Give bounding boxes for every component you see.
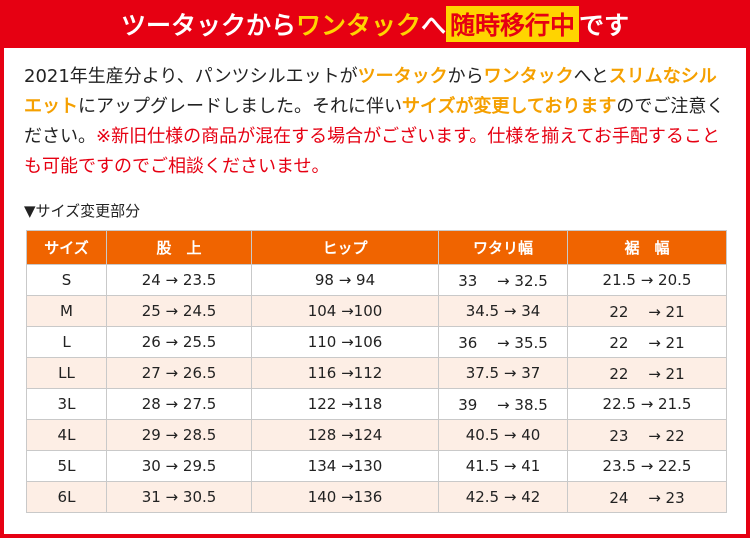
banner-text-2: ワンタック bbox=[295, 11, 421, 40]
table-row: S 24 → 23.5 98 → 94 33 → 32.5 21.5 → 20.… bbox=[26, 264, 727, 296]
thigh-cell: 37.5 → 37 bbox=[438, 357, 568, 389]
banner-text-1: ツータックから bbox=[120, 11, 296, 40]
column-header-thigh: ワタリ幅 bbox=[438, 230, 568, 265]
banner-text-3: へ bbox=[420, 11, 446, 40]
banner-text-5: です bbox=[579, 11, 630, 40]
hem-cell: 23 → 22 bbox=[567, 419, 727, 451]
hip-cell: 104 →100 bbox=[251, 295, 439, 327]
intro-paragraph: 2021年生産分より、パンツシルエットがツータックからワンタックへとスリムなシル… bbox=[24, 62, 729, 182]
hem-cell: 22 → 21 bbox=[567, 326, 727, 358]
hip-cell: 110 →106 bbox=[251, 326, 439, 358]
column-header-hip: ヒップ bbox=[251, 230, 439, 265]
size-cell: 6L bbox=[26, 481, 107, 513]
rise-cell: 31 → 30.5 bbox=[106, 481, 252, 513]
rise-cell: 25 → 24.5 bbox=[106, 295, 252, 327]
hem-cell: 23.5 → 22.5 bbox=[567, 450, 727, 482]
size-cell: S bbox=[26, 264, 107, 296]
rise-cell: 30 → 29.5 bbox=[106, 450, 252, 482]
hem-cell: 22 → 21 bbox=[567, 357, 727, 389]
size-cell: 3L bbox=[26, 388, 107, 420]
hip-cell: 98 → 94 bbox=[251, 264, 439, 296]
intro-text-5: へと bbox=[573, 66, 609, 87]
intro-text-9: のでご注意ください。 bbox=[24, 96, 725, 147]
section-label: ▼サイズ変更部分 bbox=[24, 202, 141, 220]
hip-cell: 116 →112 bbox=[251, 357, 439, 389]
size-cell: 4L bbox=[26, 419, 107, 451]
rise-cell: 26 → 25.5 bbox=[106, 326, 252, 358]
column-header-hem: 裾 幅 bbox=[567, 230, 727, 265]
hip-cell: 134 →130 bbox=[251, 450, 439, 482]
table-row: L 26 → 25.5 110 →106 36 → 35.5 22 → 21 bbox=[26, 326, 727, 358]
thigh-cell: 34.5 → 34 bbox=[438, 295, 568, 327]
rise-cell: 28 → 27.5 bbox=[106, 388, 252, 420]
intro-text-2: ツータック bbox=[357, 66, 448, 87]
intro-notice: ※新旧仕様の商品が混在する場合がございます。仕様を揃えてお手配することも可能です… bbox=[24, 126, 720, 177]
hem-cell: 22.5 → 21.5 bbox=[567, 388, 727, 420]
thigh-cell: 39 → 38.5 bbox=[438, 388, 568, 420]
banner-text-4: 随時移行中 bbox=[446, 6, 580, 42]
table-row: 3L 28 → 27.5 122 →118 39 → 38.5 22.5 → 2… bbox=[26, 388, 727, 420]
hem-cell: 22 → 21 bbox=[567, 295, 727, 327]
size-change-table: サイズ 股 上 ヒップ ワタリ幅 裾 幅 S 24 → 23.5 98 → 94… bbox=[26, 230, 727, 513]
size-cell: 5L bbox=[26, 450, 107, 482]
table-row: 5L 30 → 29.5 134 →130 41.5 → 41 23.5 → 2… bbox=[26, 450, 727, 482]
intro-text-4: ワンタック bbox=[483, 66, 574, 87]
thigh-cell: 36 → 35.5 bbox=[438, 326, 568, 358]
intro-text-6: スリムなシルエット bbox=[24, 66, 717, 117]
hip-cell: 128 →124 bbox=[251, 419, 439, 451]
hem-cell: 24 → 23 bbox=[567, 481, 727, 513]
thigh-cell: 40.5 → 40 bbox=[438, 419, 568, 451]
table-row: LL 27 → 26.5 116 →112 37.5 → 37 22 → 21 bbox=[26, 357, 727, 389]
column-header-rise: 股 上 bbox=[106, 230, 252, 265]
hem-cell: 21.5 → 20.5 bbox=[567, 264, 727, 296]
size-cell: M bbox=[26, 295, 107, 327]
table-header-row: サイズ 股 上 ヒップ ワタリ幅 裾 幅 bbox=[26, 230, 727, 265]
size-cell: LL bbox=[26, 357, 107, 389]
intro-text-7: にアップグレードしました。それに伴い bbox=[78, 96, 402, 117]
thigh-cell: 42.5 → 42 bbox=[438, 481, 568, 513]
intro-text-3: から bbox=[447, 66, 484, 87]
table-row: 4L 29 → 28.5 128 →124 40.5 → 40 23 → 22 bbox=[26, 419, 727, 451]
hip-cell: 140 →136 bbox=[251, 481, 439, 513]
rise-cell: 27 → 26.5 bbox=[106, 357, 252, 389]
thigh-cell: 33 → 32.5 bbox=[438, 264, 568, 296]
table-row: M 25 → 24.5 104 →100 34.5 → 34 22 → 21 bbox=[26, 295, 727, 327]
thigh-cell: 41.5 → 41 bbox=[438, 450, 568, 482]
hip-cell: 122 →118 bbox=[251, 388, 439, 420]
size-cell: L bbox=[26, 326, 107, 358]
table-row: 6L 31 → 30.5 140 →136 42.5 → 42 24 → 23 bbox=[26, 481, 727, 513]
intro-text-1: 2021年生産分より、パンツシルエットが bbox=[24, 66, 358, 87]
rise-cell: 29 → 28.5 bbox=[106, 419, 252, 451]
header-banner: ツータックから ワンタック へ 随時移行中 です bbox=[0, 0, 750, 48]
rise-cell: 24 → 23.5 bbox=[106, 264, 252, 296]
column-header-size: サイズ bbox=[26, 230, 107, 265]
intro-text-8: サイズが変更しております bbox=[402, 96, 617, 117]
